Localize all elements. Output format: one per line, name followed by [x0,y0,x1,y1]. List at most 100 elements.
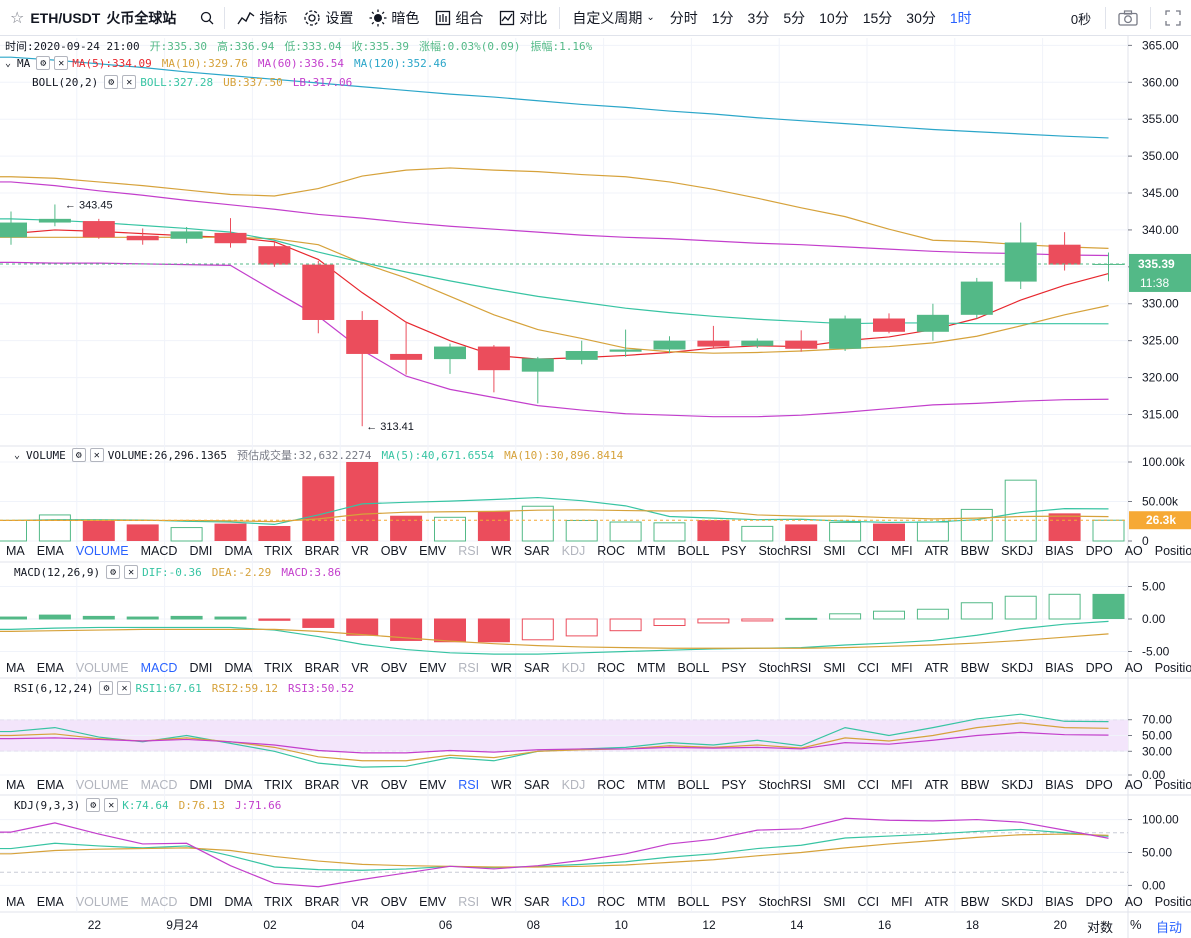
indicator-tab[interactable]: VOLUME [75,778,129,792]
indicator-tab[interactable]: EMV [419,895,447,909]
indicator-tab[interactable]: SKDJ [1001,778,1034,792]
indicator-tab[interactable]: CCI [857,895,880,909]
indicator-tab[interactable]: MACD [140,661,178,675]
period-tab[interactable]: 1分 [711,9,734,26]
indicator-tab[interactable]: SAR [523,661,550,675]
gear-icon[interactable]: ⚙ [36,56,51,70]
layout-button[interactable]: 组合 [427,0,491,36]
indicator-tab[interactable]: BOLL [677,895,710,909]
indicator-tab[interactable]: Position [1154,544,1191,558]
gear-icon[interactable]: ⚙ [106,565,121,579]
indicator-tab[interactable]: WR [491,661,512,675]
indicator-tab[interactable]: VOLUME [75,661,129,675]
indicator-tab[interactable]: BBW [960,778,990,792]
indicator-tab[interactable]: SKDJ [1001,895,1034,909]
indicator-tab[interactable]: WR [491,544,512,558]
indicator-tab[interactable]: BIAS [1045,661,1074,675]
settings-button[interactable]: 设置 [295,0,361,36]
indicator-tab[interactable]: MFI [891,661,913,675]
indicator-tab[interactable]: StochRSI [758,661,812,675]
indicator-tab[interactable]: DMI [189,895,213,909]
percent-scale-toggle[interactable]: % [1130,917,1142,932]
indicator-tab[interactable]: MTM [637,661,666,675]
indicator-tab[interactable]: AO [1124,895,1143,909]
close-icon[interactable]: ✕ [104,798,119,812]
gear-icon[interactable]: ⚙ [86,798,101,812]
indicator-tab[interactable]: KDJ [561,895,586,909]
indicator-tab[interactable]: VOLUME [75,544,129,558]
indicator-tab[interactable]: MACD [140,895,178,909]
indicator-tab[interactable]: SAR [523,895,550,909]
indicator-tab[interactable]: DMA [224,544,253,558]
indicator-tab[interactable]: ROC [597,544,626,558]
indicator-tab[interactable]: DPO [1085,895,1113,909]
indicator-tab[interactable]: StochRSI [758,778,812,792]
indicator-tab[interactable]: BRAR [304,778,340,792]
indicator-tab[interactable]: TRIX [264,661,293,675]
camera-icon[interactable] [1110,0,1146,36]
auto-scale-toggle[interactable]: 自动 [1156,920,1183,935]
indicator-tab[interactable]: MA [6,778,25,792]
indicator-tab[interactable]: CCI [857,778,880,792]
indicator-tab[interactable]: VR [351,895,369,909]
indicator-tab[interactable]: BBW [960,895,990,909]
period-tab[interactable]: 5分 [783,9,806,26]
indicator-tab[interactable]: KDJ [561,661,586,675]
indicator-tab[interactable]: RSI [458,778,480,792]
indicator-tab[interactable]: PSY [721,778,747,792]
indicator-tab[interactable]: DMI [189,778,213,792]
indicator-tab[interactable]: DMA [224,778,253,792]
indicator-tab[interactable]: BIAS [1045,778,1074,792]
indicator-tab[interactable]: EMA [36,895,64,909]
indicator-tab[interactable]: KDJ [561,778,586,792]
indicator-tab[interactable]: DMI [189,661,213,675]
indicator-tab[interactable]: EMA [36,778,64,792]
indicator-tab[interactable]: BOLL [677,778,710,792]
indicator-tab[interactable]: StochRSI [758,544,812,558]
theme-button[interactable]: 暗色 [361,0,427,36]
indicator-tab[interactable]: Position [1154,895,1191,909]
indicator-tab[interactable]: DPO [1085,661,1113,675]
indicator-tab[interactable]: ROC [597,661,626,675]
chevron-down-icon[interactable]: ⌄ [5,57,12,69]
indicator-tab[interactable]: StochRSI [758,895,812,909]
indicator-tab[interactable]: MA [6,544,25,558]
indicator-tab[interactable]: RSI [458,544,480,558]
indicator-tab[interactable]: ROC [597,778,626,792]
indicator-tab[interactable]: BOLL [677,661,710,675]
indicator-tab[interactable]: RSI [458,661,480,675]
indicator-tab[interactable]: BRAR [304,661,340,675]
indicator-tab[interactable]: MA [6,895,25,909]
indicator-tab[interactable]: MA [6,661,25,675]
indicator-tab[interactable]: ATR [924,661,949,675]
indicator-tab[interactable]: PSY [721,544,747,558]
indicator-tab[interactable]: WR [491,778,512,792]
indicator-tab[interactable]: MTM [637,895,666,909]
indicator-tab[interactable]: SAR [523,544,550,558]
indicator-tab[interactable]: PSY [721,661,747,675]
indicator-tab[interactable]: Position [1154,778,1191,792]
close-icon[interactable]: ✕ [54,56,69,70]
indicator-tab[interactable]: DMI [189,544,213,558]
period-tab[interactable]: 3分 [747,9,770,26]
indicator-tab[interactable]: TRIX [264,544,293,558]
indicator-tab[interactable]: EMA [36,544,64,558]
indicator-tab[interactable]: AO [1124,544,1143,558]
indicator-tab[interactable]: MFI [891,895,913,909]
indicator-tab[interactable]: SMI [823,778,846,792]
period-tab[interactable]: 分时 [669,9,698,26]
chart-area[interactable]: ← 343.45 ← 313.41 315.00 320.00 325.00 330.0… [0,36,1191,938]
indicator-tab[interactable]: DMA [224,895,253,909]
period-tab[interactable]: 15分 [862,9,893,26]
indicator-tab[interactable]: MACD [140,778,178,792]
indicator-tab[interactable]: TRIX [264,895,293,909]
indicator-tab[interactable]: MFI [891,778,913,792]
period-tab[interactable]: 30分 [906,9,936,26]
indicator-tab[interactable]: OBV [380,778,408,792]
indicator-tab[interactable]: KDJ [561,544,586,558]
indicator-tab[interactable]: DPO [1085,544,1113,558]
indicator-tab[interactable]: SMI [823,895,846,909]
star-icon[interactable]: ☆ [10,9,25,27]
gear-icon[interactable]: ⚙ [71,448,86,462]
custom-period-dropdown[interactable]: 自定义周期 ⌄ [564,0,662,36]
